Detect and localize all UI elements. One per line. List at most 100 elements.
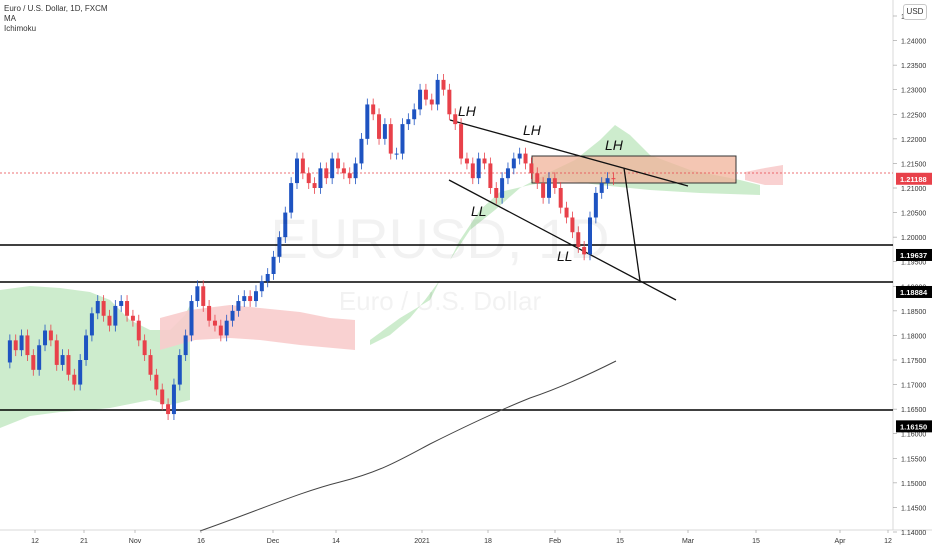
candle-body [336,158,341,169]
x-tick-label: 18 [484,538,492,545]
candle-body [300,158,305,174]
candle-body [546,178,551,198]
candle-body [470,163,475,179]
candle-body [435,79,440,105]
candle-body [283,212,288,238]
candle-body [388,124,393,154]
candle-body [459,124,464,159]
annotation-lh-2: LH [523,122,542,138]
candle-body [212,320,217,326]
candle-body [476,158,481,179]
y-tick-label: 1.20500 [901,211,926,218]
candle-body [406,119,411,125]
y-tick-label: 1.15000 [901,481,926,488]
price-axis[interactable]: 1.14000 1.14500 1.15000 1.15500 1.16000 1.165… [893,14,926,537]
candle-body [552,178,557,188]
candle-body [541,183,546,198]
y-tick-label: 1.14500 [901,505,926,512]
candle-body [423,89,428,100]
candle-body [242,296,247,302]
price-label-text: 1.19637 [900,251,927,260]
candle-body [570,217,575,233]
currency-button[interactable]: USD [903,4,927,20]
candle-body [400,124,405,154]
candle-body [418,89,423,110]
price-label-box [896,172,932,185]
y-tick-label: 1.21500 [901,161,926,168]
candle-body [248,296,253,302]
time-axis[interactable]: 12 21 Nov 16 Dec 14 2021 18 Feb 15 Mar 15 Apr 12 [31,530,892,545]
annotation-ll-1: LL [471,203,487,219]
x-tick-label: 14 [332,538,340,545]
candle-body [148,355,153,375]
candle-body [412,109,417,120]
candle-body [265,274,270,282]
candle-body [66,355,71,375]
x-tick-label: Feb [549,538,561,545]
candle-body [441,79,446,90]
candle-body [207,305,212,321]
candle-body [154,374,159,390]
candle-body [271,256,276,274]
candle-body [488,163,493,188]
candle-body [599,183,604,193]
x-tick-label: Nov [129,538,142,545]
candle-body [78,360,83,385]
y-tick-label: 1.23000 [901,88,926,95]
price-label-text: 1.16150 [900,422,927,431]
candle-body [201,286,206,306]
candle-body [136,320,141,341]
candle-body [330,158,335,179]
x-tick-label: 16 [197,538,205,545]
candle-body [324,168,329,179]
x-tick-label: Apr [835,538,847,545]
candle-body [95,301,100,314]
x-tick-label: 15 [752,538,760,545]
candle-body [318,168,323,188]
y-tick-label: 1.24000 [901,39,926,46]
y-tick-label: 1.23500 [901,63,926,70]
candle-body [359,138,364,164]
x-tick-label: Dec [267,538,280,545]
candle-body [7,340,12,363]
candles [7,73,616,420]
candle-body [236,301,241,311]
x-tick-label: 15 [616,538,624,545]
candle-body [582,246,587,255]
candle-body [494,188,499,198]
candle-body [13,340,18,351]
y-tick-label: 1.20000 [901,235,926,242]
wedge-lower-line [448,179,677,301]
y-tick-label: 1.17500 [901,358,926,365]
candle-body [347,173,352,179]
candle-body [529,163,534,174]
chart-legend: Euro / U.S. Dollar, 1D, FXCM MA Ichimoku [4,4,108,34]
candle-body [183,335,188,356]
candle-body [142,340,147,356]
y-tick-label: 1.19500 [901,260,926,267]
symbol-title[interactable]: Euro / U.S. Dollar, 1D, FXCM [4,4,108,13]
price-label-box [896,285,932,298]
y-tick-label: 1.18500 [901,309,926,316]
price-label-box [896,420,932,433]
candle-body [611,178,616,180]
x-tick-label: 12 [31,538,39,545]
watermark-symbol: EURUSD, 1D [270,207,609,270]
candle-body [535,173,540,184]
candle-body [382,124,387,139]
candle-body [107,315,112,326]
annotation-lh-3: LH [605,137,624,153]
candle-body [353,163,358,179]
indicator-ma[interactable]: MA [4,14,16,23]
candle-body [429,99,434,105]
candle-body [25,335,30,356]
candle-body [230,310,235,321]
candle-body [54,340,59,365]
candle-body [453,114,458,125]
candle-body [482,158,487,164]
indicator-ichimoku[interactable]: Ichimoku [4,24,37,33]
y-tick-label: 1.17000 [901,383,926,390]
candle-body [177,355,182,385]
